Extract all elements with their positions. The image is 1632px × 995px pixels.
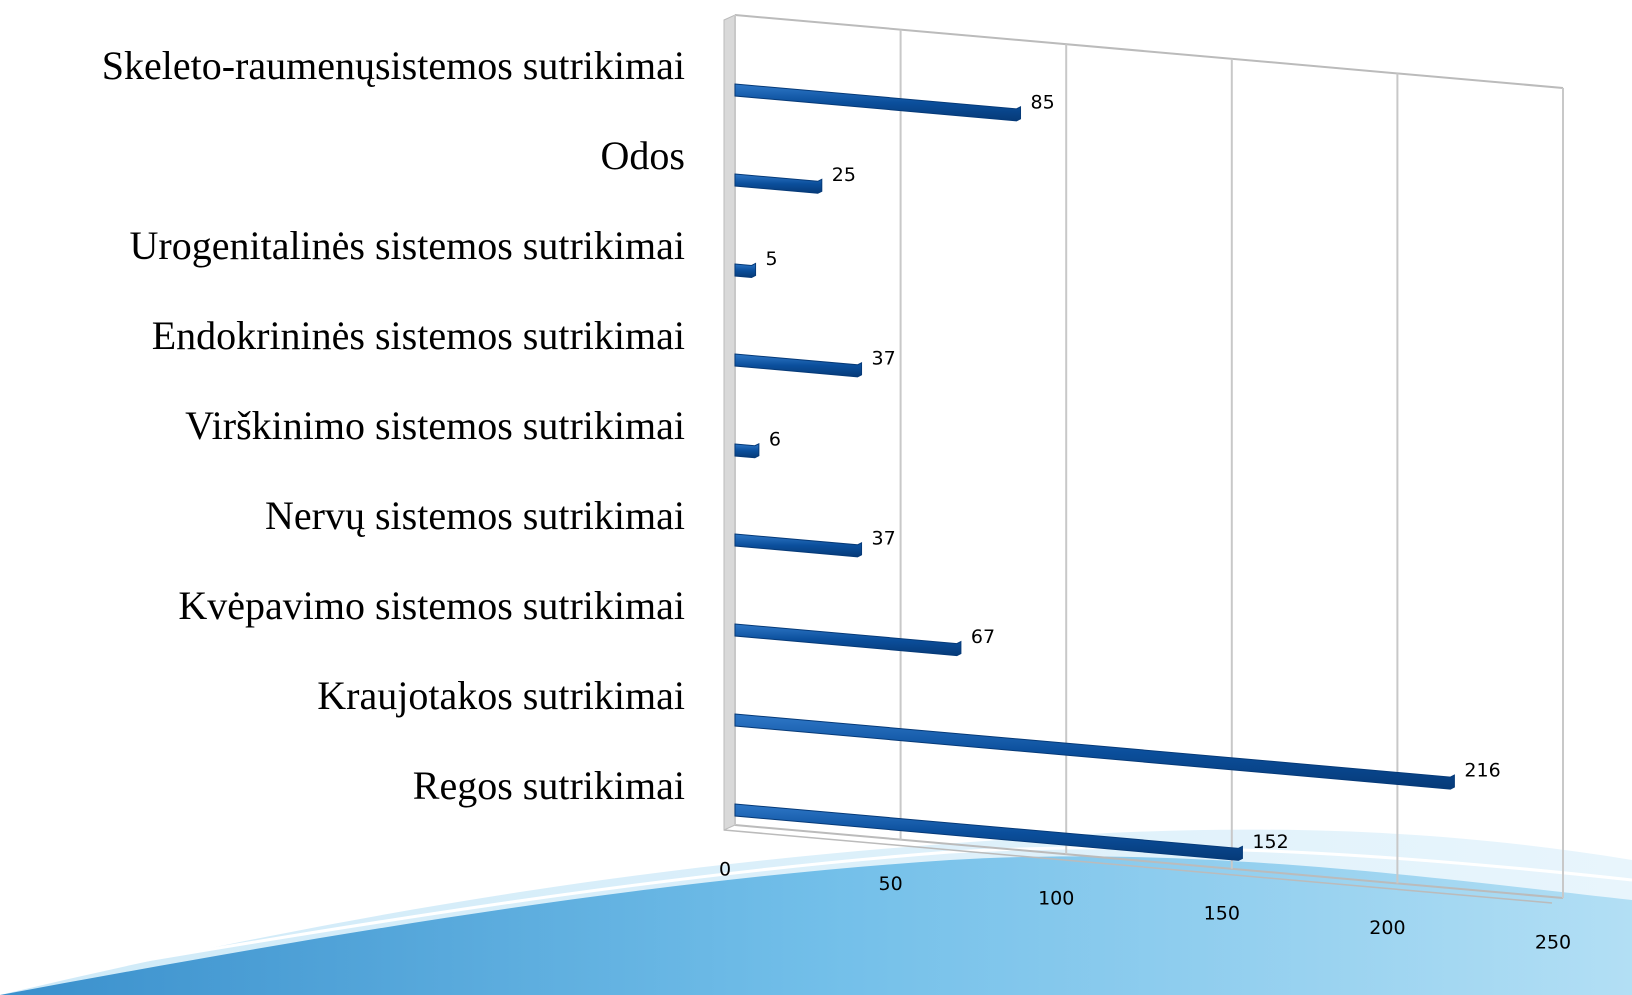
category-label: Virškinimo sistemos sutrikimai: [185, 403, 685, 448]
bar: [734, 83, 1022, 122]
bar: [734, 803, 1243, 861]
bar: [734, 533, 863, 558]
plot-border: [734, 14, 1564, 89]
category-label: Odos: [601, 133, 685, 178]
category-label: Kvėpavimo sistemos sutrikimai: [178, 583, 685, 628]
floor-edge: [723, 829, 1553, 904]
side-wall: [723, 14, 736, 831]
value-label: 5: [766, 248, 778, 270]
value-label: 6: [769, 428, 781, 450]
value-label: 67: [971, 626, 995, 648]
category-label: Regos sutrikimai: [413, 763, 685, 808]
background-wave: [0, 829, 1632, 995]
x-tick-label: 0: [719, 859, 731, 881]
bar: [734, 623, 962, 657]
value-label: 85: [1031, 91, 1055, 113]
bar: [734, 262, 757, 278]
value-label: 37: [872, 527, 896, 549]
category-label: Endokrininės sistemos sutrikimai: [152, 313, 685, 358]
value-label: 152: [1252, 831, 1288, 853]
x-tick-label: 200: [1369, 917, 1405, 939]
bar: [734, 353, 863, 378]
x-tick-label: 50: [879, 873, 903, 895]
category-label: Urogenitalinės sistemos sutrikimai: [130, 223, 686, 268]
plot-area: [723, 14, 736, 831]
value-label: 216: [1464, 760, 1500, 782]
category-label: Skeleto-raumenųsistemos sutrikimai: [102, 43, 685, 88]
bar: [734, 442, 760, 459]
plot-border: [734, 824, 1564, 899]
x-tick-label: 150: [1204, 902, 1240, 924]
value-label: 25: [832, 164, 856, 186]
bar: [734, 173, 823, 194]
x-tick-label: 250: [1535, 932, 1571, 954]
x-tick-label: 100: [1038, 888, 1074, 910]
bar: [734, 713, 1455, 790]
category-label: Nervų sistemos sutrikimai: [265, 493, 685, 538]
category-label: Kraujotakos sutrikimai: [317, 673, 685, 718]
value-label: 37: [872, 347, 896, 369]
